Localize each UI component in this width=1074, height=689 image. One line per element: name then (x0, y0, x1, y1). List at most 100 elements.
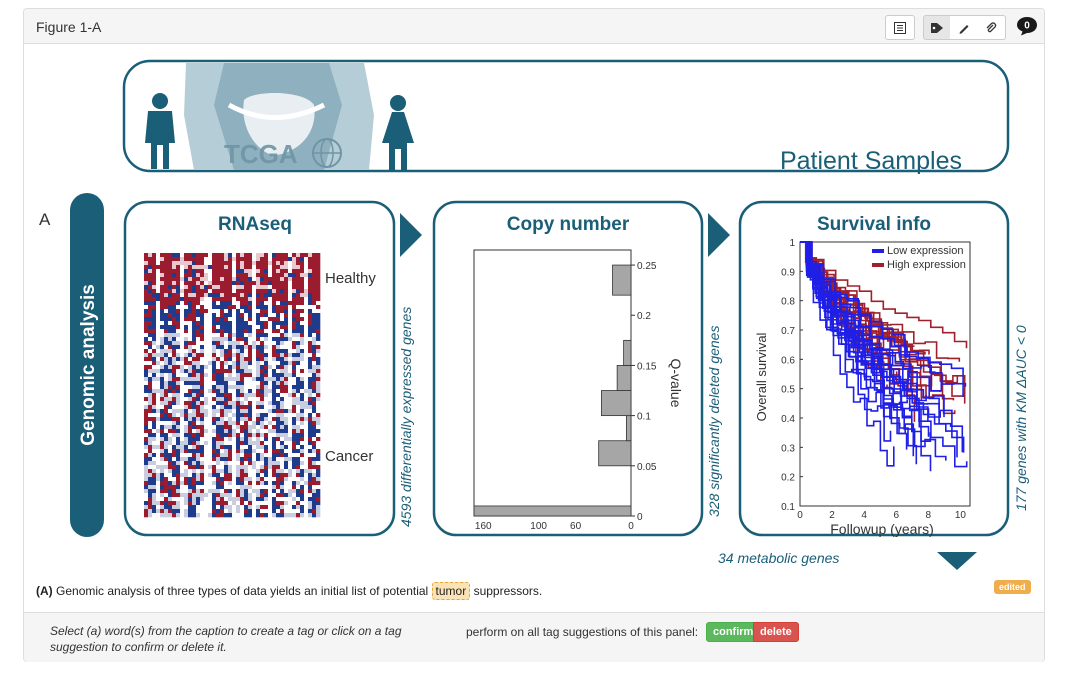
heatmap-cell (156, 425, 161, 430)
heatmap-cell (260, 481, 265, 486)
heatmap-cell (256, 285, 261, 290)
heatmap-cell (164, 337, 169, 342)
heatmap-cell (252, 409, 257, 414)
heatmap-cell (260, 377, 265, 382)
heatmap-cell (148, 469, 153, 474)
heatmap-cell (172, 317, 177, 322)
heatmap-cell (216, 429, 221, 434)
heatmap-cell (152, 433, 157, 438)
heatmap-cell (228, 441, 233, 446)
heatmap-cell (156, 385, 161, 390)
heatmap-cell (216, 441, 221, 446)
heatmap-cell (260, 329, 265, 334)
heatmap-cell (144, 277, 149, 282)
heatmap-cell (292, 513, 297, 518)
confirm-all-button[interactable]: confirm (706, 622, 761, 642)
heatmap-cell (168, 493, 173, 498)
heatmap-cell (172, 413, 177, 418)
heatmap-cell (224, 365, 229, 370)
heatmap-cell (264, 337, 269, 342)
heatmap-cell (268, 353, 273, 358)
heatmap-cell (228, 325, 233, 330)
heatmap-cell (288, 341, 293, 346)
heatmap-cell (192, 337, 197, 342)
heatmap-cell (152, 389, 157, 394)
heatmap-cell (296, 473, 301, 478)
heatmap-cell (316, 445, 321, 450)
heatmap-cell (236, 261, 241, 266)
heatmap-cell (216, 289, 221, 294)
heatmap-cell (144, 437, 149, 442)
km-curve (800, 241, 964, 397)
heatmap-cell (176, 477, 181, 482)
heatmap-cell (148, 277, 153, 282)
heatmap-cell (180, 409, 185, 414)
heatmap-cell (180, 273, 185, 278)
heatmap-cell (144, 409, 149, 414)
tag-mode-button[interactable] (923, 15, 951, 40)
heatmap-cell (304, 341, 309, 346)
heatmap-cell (256, 405, 261, 410)
km-ytick-label: 0.6 (781, 355, 795, 366)
heatmap-cell (196, 317, 201, 322)
heatmap-cell (316, 357, 321, 362)
heatmap-cell (304, 497, 309, 502)
heatmap-cell (240, 477, 245, 482)
heatmap-cell (188, 273, 193, 278)
heatmap-cell (184, 341, 189, 346)
heatmap-cell (300, 393, 305, 398)
heatmap-cell (256, 409, 261, 414)
heatmap-cell (188, 405, 193, 410)
heatmap-cell (176, 493, 181, 498)
heatmap-cell (280, 417, 285, 422)
text-view-button[interactable] (885, 15, 915, 40)
heatmap-cell (216, 325, 221, 330)
heatmap-cell (284, 513, 289, 518)
heatmap-cell (252, 393, 257, 398)
heatmap-cell (224, 257, 229, 262)
heatmap-cell (216, 337, 221, 342)
heatmap-cell (312, 409, 317, 414)
pencil-button[interactable] (950, 15, 978, 40)
cn-ytick-label: 0.05 (637, 462, 657, 473)
heatmap-cell (232, 485, 237, 490)
heatmap-cell (172, 285, 177, 290)
heatmap-cell (144, 469, 149, 474)
heatmap-cell (148, 293, 153, 298)
heatmap-cell (228, 305, 233, 310)
heatmap-cell (236, 325, 241, 330)
heatmap-cell (260, 441, 265, 446)
heatmap-cell (292, 301, 297, 306)
heatmap-cell (148, 489, 153, 494)
heatmap-cell (236, 393, 241, 398)
heatmap-cell (156, 493, 161, 498)
heatmap-cell (180, 457, 185, 462)
heatmap-cell (148, 281, 153, 286)
heatmap-cell (276, 473, 281, 478)
heatmap-cell (184, 337, 189, 342)
comments-button[interactable]: 0 (1016, 16, 1038, 36)
heatmap-cell (304, 373, 309, 378)
attach-button[interactable] (977, 15, 1006, 40)
tag-suggestion[interactable]: tumor (431, 582, 471, 600)
heatmap-cell (312, 449, 317, 454)
heatmap-cell (220, 457, 225, 462)
heatmap-cell (228, 281, 233, 286)
heatmap-cell (292, 493, 297, 498)
heatmap-cell (264, 397, 269, 402)
heatmap-cell (176, 429, 181, 434)
heatmap-cell (200, 449, 205, 454)
delete-all-button[interactable]: delete (753, 622, 799, 642)
heatmap-cell (192, 421, 197, 426)
heatmap-cell (228, 277, 233, 282)
heatmap-cell (292, 409, 297, 414)
heatmap-cell (168, 273, 173, 278)
heatmap-cell (288, 449, 293, 454)
heatmap-cell (156, 481, 161, 486)
heatmap-cell (176, 253, 181, 258)
heatmap-cell (284, 469, 289, 474)
heatmap-cell (148, 317, 153, 322)
heatmap-cell (216, 349, 221, 354)
heatmap-cell (260, 277, 265, 282)
